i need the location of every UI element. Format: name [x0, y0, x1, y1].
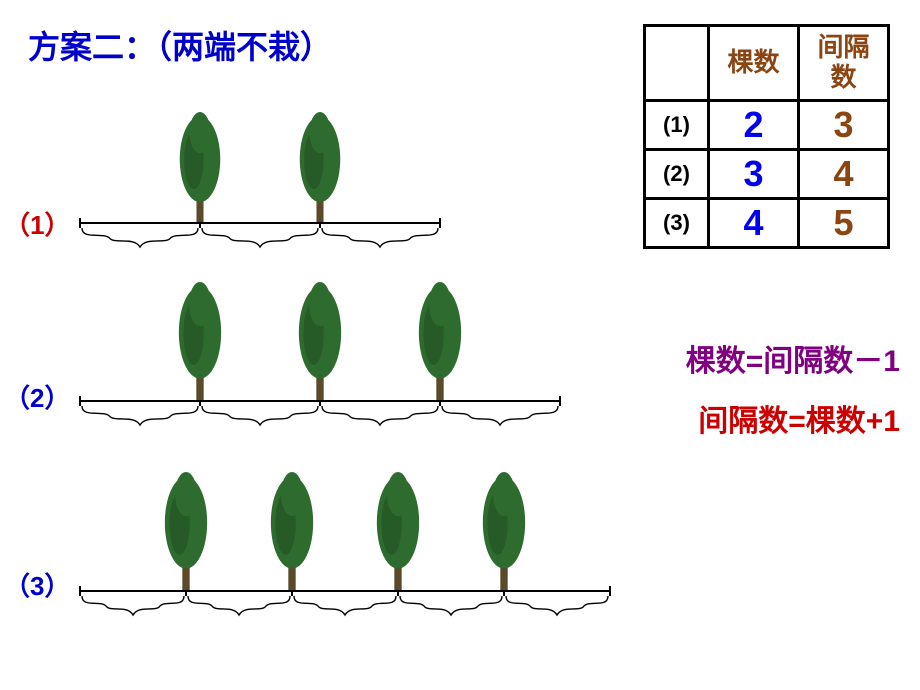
th-gaps: 间隔数 [799, 26, 889, 101]
row-head-3: (3) [645, 198, 709, 247]
page-title: 方案二：（两端不栽） [28, 22, 332, 68]
formula-gaps: 间隔数=棵数+1 [698, 396, 900, 440]
cell-trees-3: 4 [709, 198, 799, 247]
formula-trees: 棵数=间隔数－1 [686, 336, 900, 380]
cell-trees-1: 2 [709, 100, 799, 149]
cell-trees-2: 3 [709, 149, 799, 198]
cell-gaps-1: 3 [799, 100, 889, 149]
row-label-2: （2） [4, 378, 70, 415]
row-label-3: （3） [4, 566, 70, 603]
cell-gaps-3: 5 [799, 198, 889, 247]
tree-diagram-3 [80, 462, 630, 622]
tree-diagram-1 [80, 104, 460, 254]
th-trees: 棵数 [709, 26, 799, 101]
row-label-1: （1） [4, 205, 70, 242]
th-blank [645, 26, 709, 101]
row-head-2: (2) [645, 149, 709, 198]
row-head-1: (1) [645, 100, 709, 149]
summary-table: 棵数 间隔数 (1) 2 3 (2) 3 4 (3) 4 5 [643, 24, 890, 249]
cell-gaps-2: 4 [799, 149, 889, 198]
tree-diagram-2 [80, 272, 580, 432]
